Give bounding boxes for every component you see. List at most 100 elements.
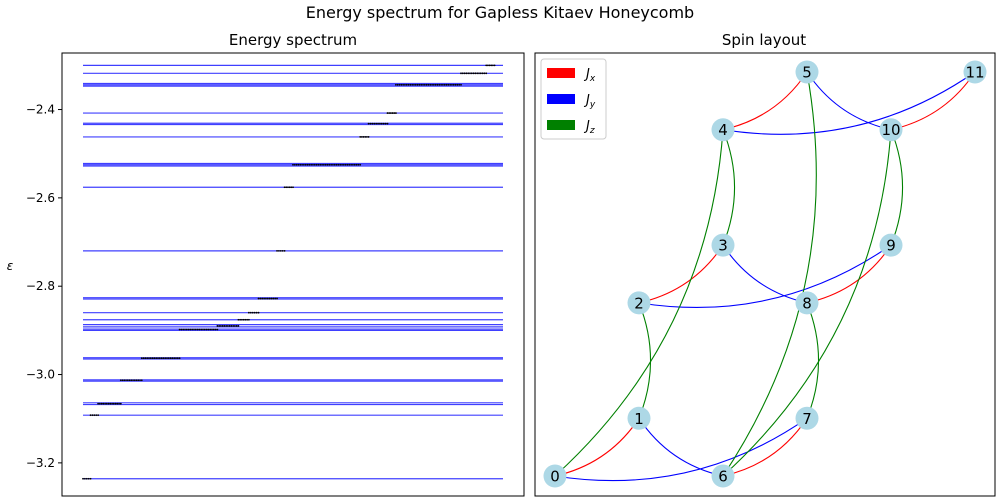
spectrum-point [371,122,374,125]
spectrum-point [155,357,158,360]
coupling-edge-z [722,129,892,477]
spectrum-point [317,163,320,166]
spin-node [627,291,651,315]
spectrum-point [202,328,204,331]
spectrum-point [89,414,92,417]
spectrum-point [326,163,329,166]
spectrum-point [104,402,106,405]
spin-node [879,233,903,257]
spectrum-point [248,318,250,321]
spectrum-point [212,328,215,331]
spectrum-point [400,83,403,86]
spectrum-point [111,402,113,405]
spectrum-point [335,163,338,166]
legend-swatch [547,68,575,78]
spectrum-point [288,186,291,189]
spectrum-point [295,163,298,166]
coupling-edge-y [722,71,976,135]
spectrum-point [350,163,353,166]
spectrum-point [384,122,387,125]
spectrum-point [313,163,316,166]
spectrum-point [432,83,435,86]
spectrum-point [237,318,240,321]
spin-node-label: 7 [802,410,812,428]
coupling-edge-z [554,129,724,477]
spectrum-point [302,163,305,166]
spectrum-point [339,163,342,166]
spectrum-point [304,163,307,166]
spectrum-point [249,311,252,314]
spectrum-point [242,318,245,321]
spectrum-point [393,112,396,114]
spectrum-point [414,83,417,86]
spectrum-point [283,186,286,189]
spectrum-point [285,186,288,189]
spectrum-point [463,72,466,75]
spectrum-point [447,83,450,86]
layout-title: Spin layout [722,31,806,49]
spectrum-point [228,325,231,327]
spectrum-point [420,83,423,86]
spectrum-point [97,402,100,405]
spectrum-point [176,357,179,360]
spectrum-point [89,477,92,480]
spectrum-point [223,325,226,327]
spectrum-point [488,64,491,67]
spectrum-point [95,414,98,417]
spectrum-point [211,328,213,331]
spectrum-point [402,83,405,86]
spectrum-point [132,379,134,382]
spectrum-point [483,72,486,75]
spectrum-point [485,64,488,67]
y-axis-label: ε [7,259,14,273]
spectrum-point [82,477,84,480]
spin-node-label: 6 [718,468,728,486]
spectrum-point [198,328,201,331]
spectrum-point [259,297,262,300]
spectrum-point [126,379,129,382]
spectrum-point [486,64,489,67]
spectrum-point [301,163,303,166]
spectrum-point [449,83,452,86]
spectrum-point [458,83,461,86]
spectrum-point [196,328,199,331]
spectrum-point [411,83,414,86]
y-tick-label: −2.4 [26,103,55,117]
spectrum-point [276,249,278,252]
spin-node [711,464,735,488]
spectrum-point [436,83,439,86]
spectrum-point [407,83,410,86]
spectrum-point [123,379,126,382]
spectrum-point [97,414,100,417]
spectrum-point [479,72,482,75]
spectrum-point [261,297,264,300]
spectrum-point [369,122,372,125]
spectrum-point [153,357,156,360]
spectrum-point [373,122,376,125]
spectrum-point [434,83,437,86]
spectrum-point [93,414,96,417]
spectrum-point [469,72,471,75]
y-tick-label: −3.2 [26,456,55,470]
spectrum-point [91,414,94,417]
spectrum-point [235,325,238,327]
spectrum-point [225,325,228,327]
spectrum-point [330,163,333,166]
spectrum-point [375,122,378,125]
spectrum-point [367,136,370,138]
spectrum-point [470,72,473,75]
spectrum-point [299,163,302,166]
spectrum-point [377,122,379,125]
spectrum-point [257,311,260,314]
spin-node [795,291,819,315]
spectrum-point [109,402,112,405]
spectrum-point [230,325,233,327]
spectrum-point [130,379,133,382]
spectrum-point [140,357,143,360]
spectrum-point [418,83,421,86]
coupling-edge-z [722,129,736,246]
